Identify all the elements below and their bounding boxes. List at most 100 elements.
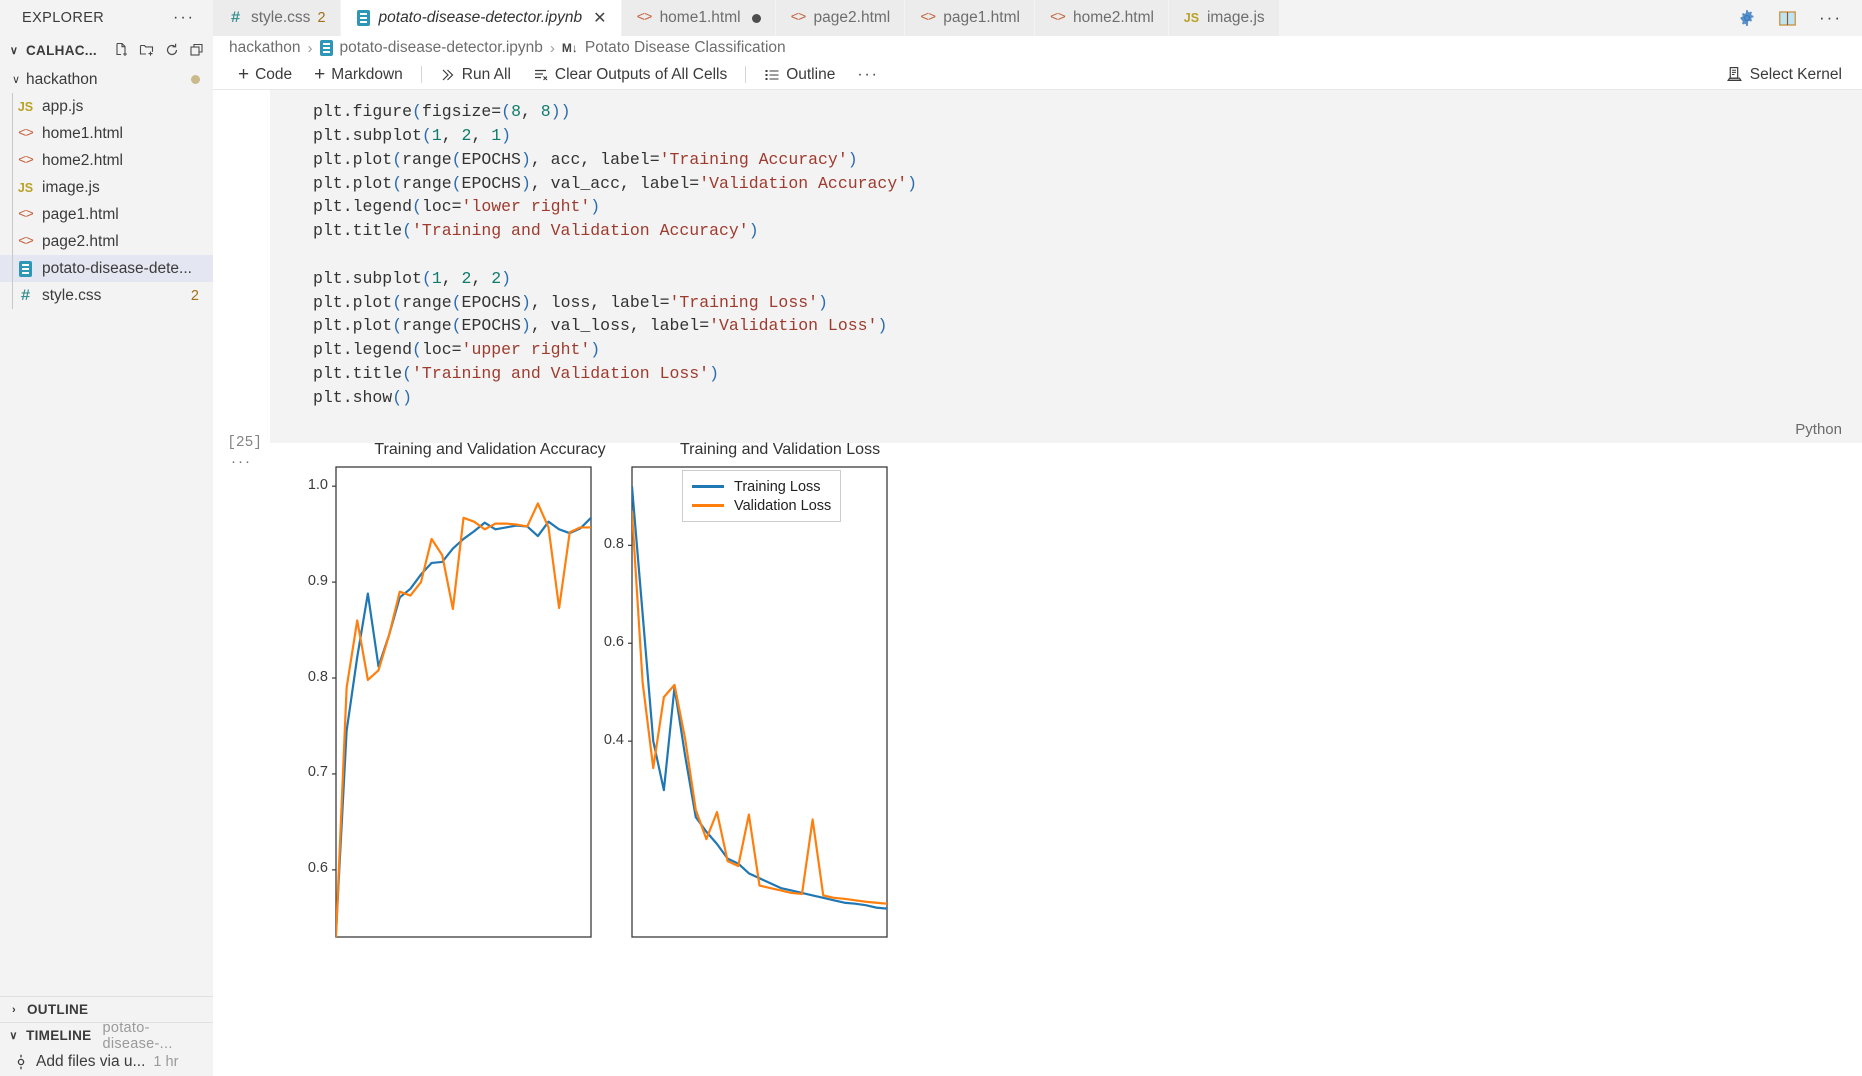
collapse-all-icon[interactable] bbox=[189, 42, 205, 58]
editor-tab-image-js[interactable]: JS image.js bbox=[1168, 0, 1280, 36]
y-axis-tick-label: 0.4 bbox=[603, 731, 624, 748]
timeline-panel-header[interactable]: ∨ TIMELINE potato-disease-... bbox=[0, 1020, 213, 1052]
chevron-down-icon[interactable]: ∨ bbox=[9, 1030, 18, 1042]
tree-file-image-js[interactable]: JS image.js bbox=[0, 174, 213, 201]
timeline-item[interactable]: Add files via u... 1 hr bbox=[0, 1048, 213, 1076]
cell-gutter: [25] bbox=[213, 90, 270, 451]
y-axis-tick-label: 0.9 bbox=[307, 572, 328, 589]
notebook-content[interactable]: [25] plt.figure(figsize=(8, 8)) plt.subp… bbox=[213, 90, 1862, 1076]
cell-language-label[interactable]: Python bbox=[1795, 421, 1842, 439]
html-icon: <> bbox=[18, 152, 34, 169]
editor-tab-potato-disease-detector-ipynb[interactable]: potato-disease-detector.ipynb ✕ bbox=[340, 0, 622, 36]
new-file-icon[interactable] bbox=[114, 42, 130, 58]
chevron-down-icon[interactable]: ∨ bbox=[9, 44, 19, 57]
explorer-more-icon[interactable]: ··· bbox=[173, 9, 195, 26]
folder-label: hackathon bbox=[26, 70, 98, 88]
cell-output-row: ··· Training and Validation Accuracy 0.6… bbox=[213, 441, 1862, 1076]
split-editor-icon[interactable] bbox=[1778, 9, 1797, 28]
tab-label: page1.html bbox=[943, 9, 1020, 26]
execution-count: [25] bbox=[227, 435, 262, 452]
explorer-sidebar: ∨ CALHAC... bbox=[0, 36, 213, 1076]
breadcrumb-separator: › bbox=[307, 39, 313, 57]
file-label: image.js bbox=[42, 178, 100, 196]
code-text[interactable]: plt.figure(figsize=(8, 8)) plt.subplot(1… bbox=[313, 102, 918, 407]
chevron-down-icon[interactable]: ∨ bbox=[11, 74, 21, 86]
tab-label: home2.html bbox=[1072, 9, 1154, 26]
tree-indent-guide bbox=[8, 228, 17, 255]
y-axis-tick-label: 0.8 bbox=[307, 668, 328, 685]
editor-tab-page1-html[interactable]: <> page1.html bbox=[905, 0, 1035, 36]
tree-file-style-css[interactable]: # style.css 2 bbox=[0, 282, 213, 309]
plus-icon: + bbox=[238, 64, 250, 86]
legend-entry: Validation Loss bbox=[692, 496, 831, 515]
clear-outputs-button[interactable]: Clear Outputs of All Cells bbox=[522, 61, 738, 88]
outline-panel-header[interactable]: › OUTLINE bbox=[0, 996, 213, 1022]
editor-tab-bar: # style.css 2 potato-disease-detector.ipynb… bbox=[213, 0, 1862, 36]
notebook-toolbar: + Code + Markdown Run All bbox=[213, 61, 1862, 91]
editor-tab-style-css[interactable]: # style.css 2 bbox=[213, 0, 341, 36]
tree-file-app-js[interactable]: JS app.js bbox=[0, 93, 213, 120]
tree-file-potato-disease-dete-[interactable]: potato-disease-dete... bbox=[0, 255, 213, 282]
add-code-cell-button[interactable]: + Code bbox=[227, 61, 303, 88]
y-axis-tick-label: 0.8 bbox=[603, 535, 624, 552]
add-markdown-cell-button[interactable]: + Markdown bbox=[303, 61, 414, 88]
editor-tab-home1-html[interactable]: <> home1.html bbox=[621, 0, 776, 36]
notebook-more-button[interactable]: ··· bbox=[846, 61, 890, 88]
tree-file-home2-html[interactable]: <> home2.html bbox=[0, 147, 213, 174]
html-icon: <> bbox=[636, 10, 653, 26]
run-all-button[interactable]: Run All bbox=[429, 61, 522, 88]
file-label: home1.html bbox=[42, 124, 123, 142]
breadcrumb-item-folder[interactable]: hackathon bbox=[229, 39, 301, 57]
new-folder-icon[interactable] bbox=[139, 42, 155, 58]
run-all-label: Run All bbox=[461, 65, 511, 83]
outline-label: OUTLINE bbox=[27, 1002, 89, 1017]
close-icon[interactable]: ✕ bbox=[593, 10, 607, 27]
file-tree: ∨ hackathon JS app.js <> home1.html <> home2.… bbox=[0, 64, 213, 309]
tree-folder-hackathon[interactable]: ∨ hackathon bbox=[0, 66, 213, 93]
chevron-right-icon[interactable]: › bbox=[12, 1003, 16, 1016]
file-label: potato-disease-dete... bbox=[42, 259, 192, 277]
tree-indent-guide bbox=[8, 282, 17, 309]
notebook-cell[interactable]: [25] plt.figure(figsize=(8, 8)) plt.subp… bbox=[213, 90, 1862, 451]
code-editor[interactable]: plt.figure(figsize=(8, 8)) plt.subplot(1… bbox=[270, 90, 1862, 417]
y-axis-tick-label: 1.0 bbox=[307, 476, 328, 493]
breadcrumb-item-file[interactable]: potato-disease-detector.ipynb bbox=[339, 39, 543, 57]
accuracy-chart bbox=[332, 466, 592, 939]
js-icon: JS bbox=[1183, 11, 1200, 25]
outline-button[interactable]: Outline bbox=[753, 61, 846, 88]
commit-icon bbox=[14, 1054, 28, 1070]
editor-tab-page2-html[interactable]: <> page2.html bbox=[775, 0, 906, 36]
timeline-label: TIMELINE bbox=[26, 1028, 92, 1043]
tab-label: home1.html bbox=[659, 9, 741, 26]
more-actions-icon[interactable]: ··· bbox=[1819, 8, 1842, 27]
gear-icon[interactable] bbox=[1738, 9, 1756, 27]
file-label: page1.html bbox=[42, 205, 119, 223]
tree-file-home1-html[interactable]: <> home1.html bbox=[0, 120, 213, 147]
matplotlib-figure: Training and Validation Accuracy 0.6 0.7 0… bbox=[270, 441, 1030, 1076]
output-more-icon[interactable]: ··· bbox=[231, 453, 252, 471]
tab-label: page2.html bbox=[813, 9, 891, 26]
html-icon: <> bbox=[18, 125, 34, 142]
tab-badge: 2 bbox=[317, 10, 326, 26]
loss-chart-legend: Training Loss Validation Loss bbox=[682, 470, 842, 523]
tree-indent-guide bbox=[8, 93, 17, 120]
markdown-cell-icon: M↓ bbox=[561, 41, 578, 56]
workspace-name: CALHAC... bbox=[26, 42, 97, 58]
editor-tab-home2-html[interactable]: <> home2.html bbox=[1034, 0, 1169, 36]
loss-chart bbox=[628, 466, 888, 939]
legend-swatch bbox=[692, 504, 724, 508]
tree-indent-guide bbox=[8, 120, 17, 147]
legend-label: Training Loss bbox=[734, 478, 821, 495]
add-code-cell-label: Code bbox=[255, 65, 293, 83]
add-markdown-cell-label: Markdown bbox=[331, 65, 403, 83]
unsaved-indicator[interactable] bbox=[751, 13, 761, 23]
css-icon: # bbox=[230, 9, 241, 27]
refresh-icon[interactable] bbox=[164, 42, 180, 58]
tree-file-page1-html[interactable]: <> page1.html bbox=[0, 201, 213, 228]
file-label: page2.html bbox=[42, 232, 119, 250]
explorer-root-header[interactable]: ∨ CALHAC... bbox=[0, 36, 213, 64]
tree-file-page2-html[interactable]: <> page2.html bbox=[0, 228, 213, 255]
select-kernel-button[interactable]: Select Kernel bbox=[1726, 66, 1862, 84]
breadcrumb-item-symbol[interactable]: Potato Disease Classification bbox=[584, 39, 786, 57]
y-axis-tick-label: 0.6 bbox=[307, 860, 328, 877]
